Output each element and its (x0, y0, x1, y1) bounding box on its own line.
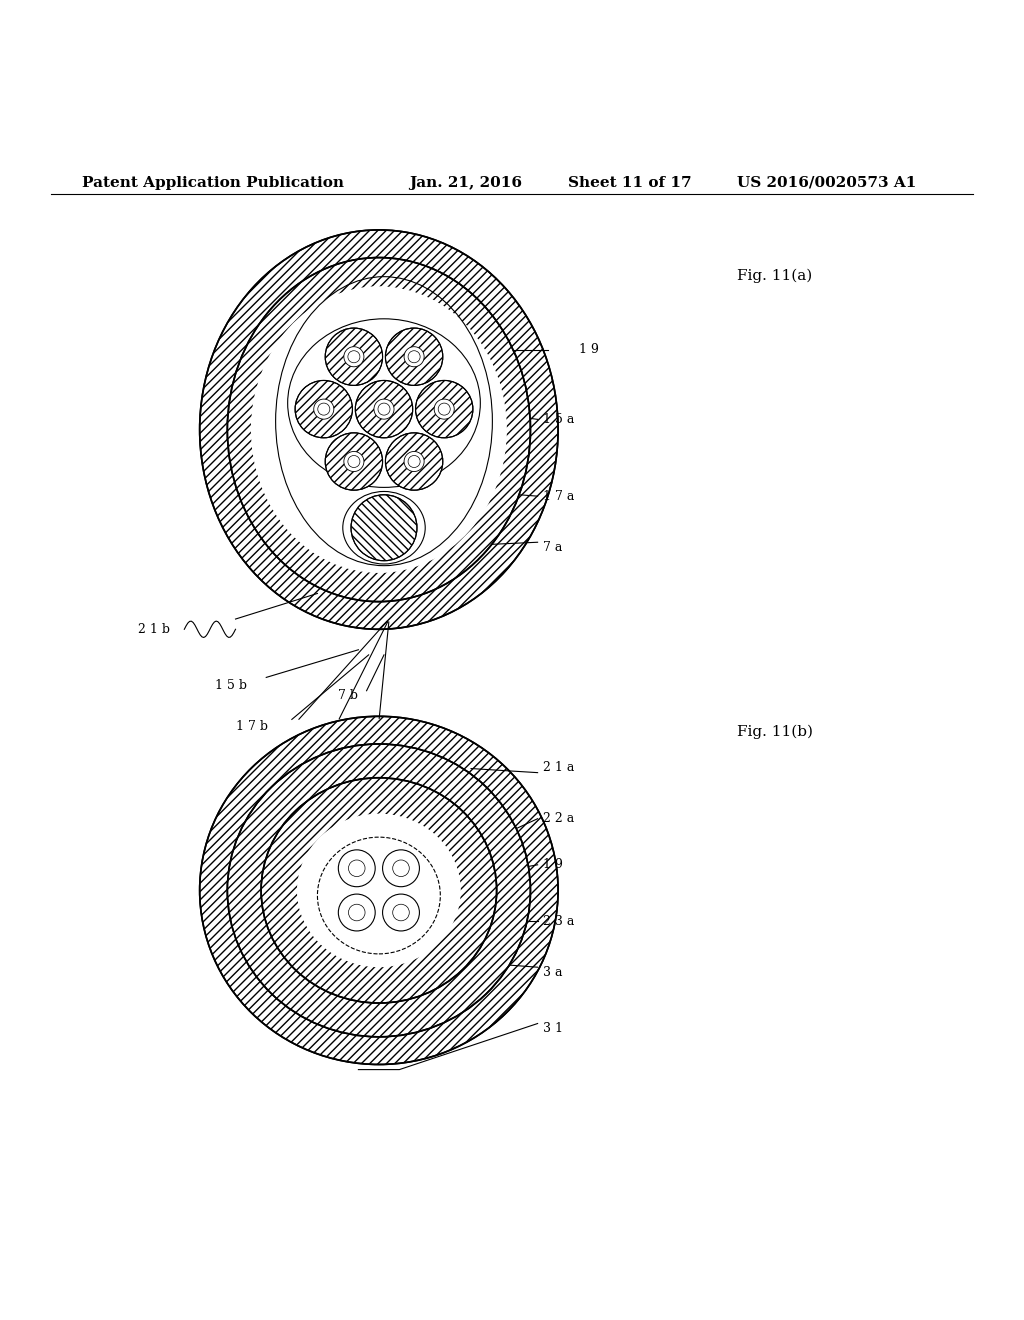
Text: 2 2 a: 2 2 a (543, 812, 574, 825)
Circle shape (374, 399, 394, 420)
Text: 1 5 b: 1 5 b (215, 678, 247, 692)
Text: 1 5 a: 1 5 a (543, 413, 574, 426)
Ellipse shape (261, 777, 497, 1003)
Circle shape (385, 433, 442, 490)
Text: 1 7 a: 1 7 a (543, 490, 574, 503)
Text: Patent Application Publication: Patent Application Publication (82, 176, 344, 190)
Circle shape (385, 329, 442, 385)
Text: 3 a: 3 a (543, 966, 562, 979)
Text: US 2016/0020573 A1: US 2016/0020573 A1 (737, 176, 916, 190)
Text: 1 7 b: 1 7 b (236, 721, 267, 733)
Text: 2 3 a: 2 3 a (543, 915, 574, 928)
Circle shape (416, 380, 473, 438)
Circle shape (326, 433, 383, 490)
Circle shape (313, 399, 334, 420)
Text: 2 1 a: 2 1 a (543, 762, 574, 774)
Text: Sheet 11 of 17: Sheet 11 of 17 (568, 176, 692, 190)
Ellipse shape (251, 286, 507, 573)
Text: Jan. 21, 2016: Jan. 21, 2016 (410, 176, 522, 190)
Circle shape (355, 380, 413, 438)
Circle shape (295, 380, 352, 438)
Text: 7 b: 7 b (338, 689, 358, 702)
Circle shape (326, 329, 383, 385)
Text: 2 1 b: 2 1 b (138, 623, 170, 636)
Ellipse shape (227, 744, 530, 1036)
Circle shape (434, 399, 455, 420)
Circle shape (383, 850, 420, 887)
Circle shape (338, 894, 375, 931)
Text: 1 9: 1 9 (543, 858, 562, 871)
Circle shape (404, 347, 424, 367)
Text: 3 1: 3 1 (543, 1022, 563, 1035)
Ellipse shape (297, 813, 461, 968)
Circle shape (351, 495, 417, 561)
Ellipse shape (227, 257, 530, 602)
Circle shape (338, 850, 375, 887)
Ellipse shape (200, 230, 558, 630)
Text: 7 a: 7 a (543, 541, 562, 554)
Circle shape (344, 451, 364, 471)
Ellipse shape (343, 491, 425, 564)
Text: Fig. 11(a): Fig. 11(a) (737, 269, 812, 284)
Circle shape (383, 894, 420, 931)
Text: Fig. 11(b): Fig. 11(b) (737, 725, 813, 739)
Circle shape (404, 451, 424, 471)
Circle shape (344, 347, 364, 367)
Ellipse shape (200, 717, 558, 1064)
Text: 1 9: 1 9 (579, 343, 598, 356)
